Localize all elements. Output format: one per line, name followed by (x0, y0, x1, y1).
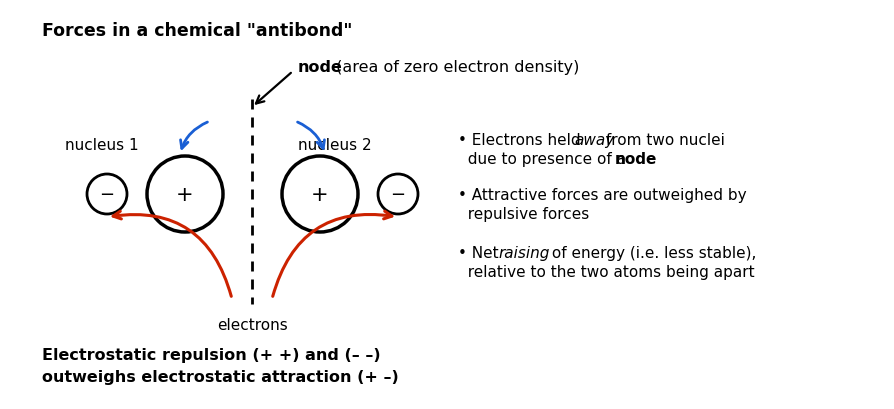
Text: repulsive forces: repulsive forces (458, 207, 589, 221)
Text: nucleus 1: nucleus 1 (65, 138, 139, 153)
Text: node: node (298, 60, 343, 75)
Text: Electrostatic repulsion (+ +) and (– –)
outweighs electrostatic attraction (+ –): Electrostatic repulsion (+ +) and (– –) … (42, 348, 399, 384)
Text: from two nuclei: from two nuclei (602, 133, 725, 148)
Text: −: − (391, 186, 406, 204)
Text: electrons: electrons (216, 317, 287, 332)
Text: of energy (i.e. less stable),: of energy (i.e. less stable), (546, 245, 756, 261)
Text: node: node (615, 152, 657, 166)
Text: −: − (99, 186, 114, 204)
Text: raising: raising (499, 245, 551, 261)
Text: Forces in a chemical "antibond": Forces in a chemical "antibond" (42, 22, 352, 40)
Text: • Attractive forces are outweighed by: • Attractive forces are outweighed by (458, 188, 746, 202)
Text: (area of zero electron density): (area of zero electron density) (331, 60, 579, 75)
Text: • Electrons held: • Electrons held (458, 133, 586, 148)
Text: relative to the two atoms being apart: relative to the two atoms being apart (458, 264, 755, 279)
Text: nucleus 2: nucleus 2 (298, 138, 372, 153)
Text: +: + (176, 184, 194, 204)
Text: away: away (574, 133, 614, 148)
Text: +: + (311, 184, 329, 204)
Text: • Net: • Net (458, 245, 503, 261)
Text: due to presence of a: due to presence of a (458, 152, 631, 166)
